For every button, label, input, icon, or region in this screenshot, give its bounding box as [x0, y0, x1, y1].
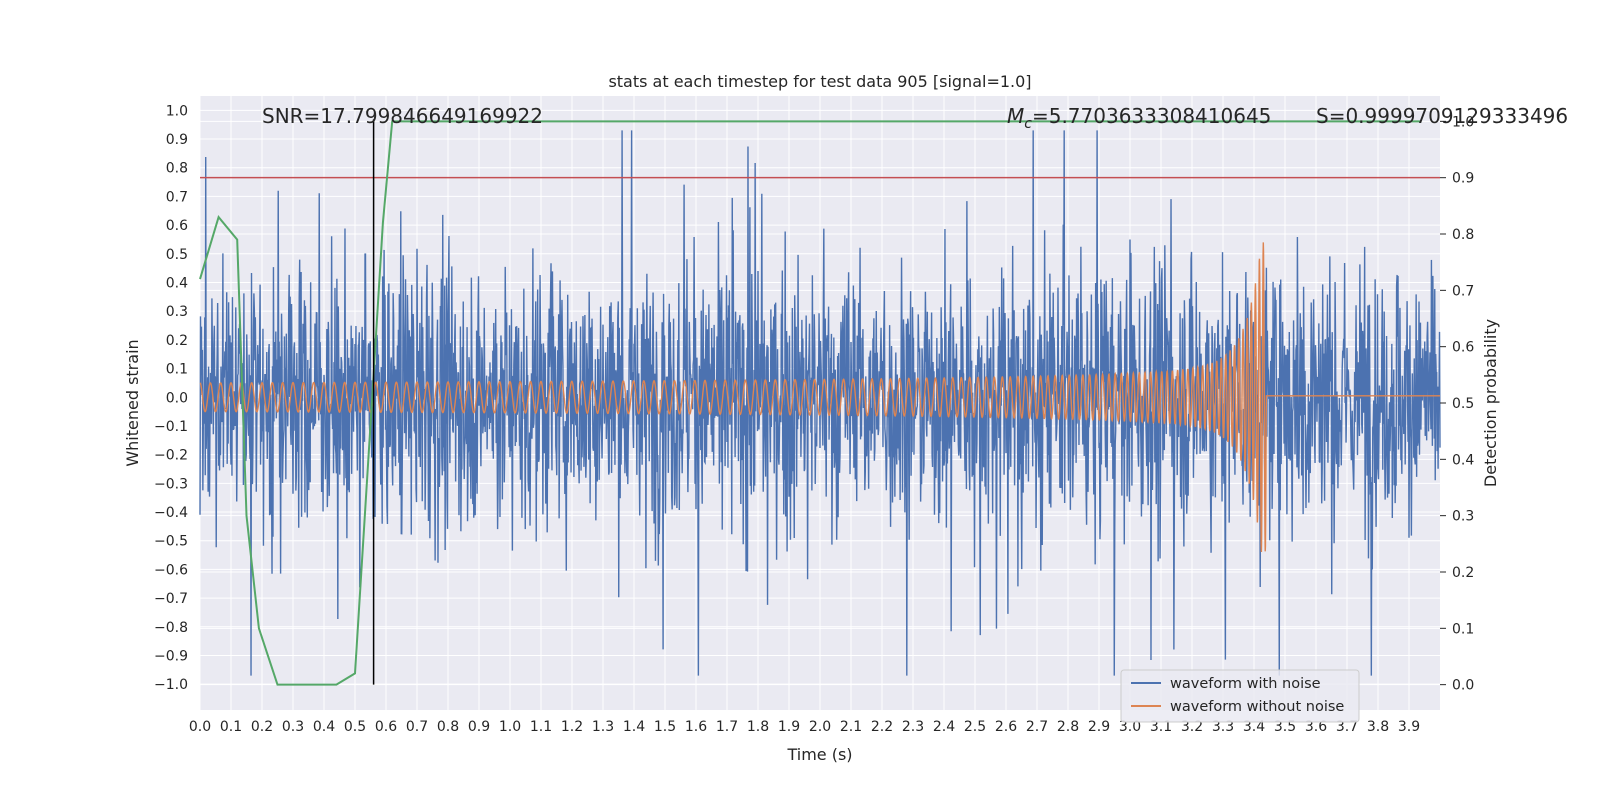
x-tick-label: 2.7 [1026, 719, 1048, 735]
y-tick-label: 0.2 [166, 333, 188, 349]
x-tick-label: 1.7 [716, 719, 738, 735]
y2-tick-label: 0.6 [1452, 340, 1474, 356]
y2-tick-label: 0.1 [1452, 621, 1474, 637]
y-tick-label: −0.4 [154, 505, 188, 521]
y2-tick-label: 0.7 [1452, 283, 1474, 299]
x-tick-label: 0.4 [313, 719, 335, 735]
x-tick-label: 0.7 [406, 719, 428, 735]
y-tick-label: −0.1 [154, 419, 188, 435]
y-tick-label: −0.7 [154, 591, 188, 607]
x-tick-label: 3.7 [1336, 719, 1358, 735]
x-tick-label: 3.2 [1181, 719, 1203, 735]
x-tick-label: 0.1 [220, 719, 242, 735]
y-tick-label: 1.0 [166, 103, 188, 119]
legend-label-noisy: waveform with noise [1170, 676, 1321, 692]
y2-tick-label: 0.9 [1452, 171, 1474, 187]
x-tick-label: 2.3 [902, 719, 924, 735]
y-tick-label: 0.6 [166, 218, 188, 234]
y-tick-label: 0.0 [166, 390, 188, 406]
y-tick-label: −1.0 [154, 677, 188, 693]
y-tick-label: 0.5 [166, 247, 188, 263]
mc-value: =5.7703633308410645 [1032, 104, 1271, 128]
x-tick-label: 1.8 [747, 719, 769, 735]
y2-tick-label: 0.2 [1452, 565, 1474, 581]
snr-annotation: SNR=17.799846649169922 [262, 104, 543, 128]
y-tick-label: 0.1 [166, 362, 188, 378]
x-tick-label: 2.5 [964, 719, 986, 735]
mc-subscript: c [1024, 116, 1032, 132]
x-tick-label: 3.6 [1305, 719, 1327, 735]
y-tick-label: −0.8 [154, 620, 188, 636]
x-tick-label: 2.9 [1088, 719, 1110, 735]
x-tick-label: 0.9 [468, 719, 490, 735]
legend-label-clean: waveform without noise [1170, 699, 1344, 715]
series-line-probability [199, 120, 1422, 686]
y-tick-label: −0.6 [154, 562, 188, 578]
y-axis-label: Whitened strain [123, 339, 142, 466]
x-tick-label: 2.6 [995, 719, 1017, 735]
x-tick-label: 1.3 [592, 719, 614, 735]
y2-tick-label: 0.5 [1452, 396, 1474, 412]
y2-tick-label: 0.0 [1452, 678, 1474, 694]
s-annotation: S=0.9999709129333496 [1316, 104, 1568, 128]
y-tick-label: −0.9 [154, 648, 188, 664]
series-layer [199, 119, 1441, 686]
x-tick-label: 3.0 [1119, 719, 1141, 735]
y2-axis-label: Detection probability [1481, 319, 1500, 487]
x-tick-label: 1.4 [623, 719, 645, 735]
chart-title: stats at each timestep for test data 905… [608, 72, 1031, 91]
x-tick-label: 3.5 [1274, 719, 1296, 735]
x-tick-label: 0.5 [344, 719, 366, 735]
legend: waveform with noise waveform without noi… [1120, 669, 1360, 723]
y2-tick-label: 1.0 [1452, 114, 1474, 130]
x-tick-label: 1.9 [778, 719, 800, 735]
x-tick-label: 2.1 [840, 719, 862, 735]
x-axis-label: Time (s) [786, 745, 852, 764]
y-tick-label: −0.2 [154, 448, 188, 464]
x-tick-label: 0.8 [437, 719, 459, 735]
x-tick-label: 3.4 [1243, 719, 1265, 735]
x-tick-label: 3.3 [1212, 719, 1234, 735]
x-tick-label: 2.2 [871, 719, 893, 735]
x-tick-label: 1.6 [685, 719, 707, 735]
chirp-mass-annotation: Mc=5.7703633308410645 [1007, 104, 1271, 132]
x-tick-label: 0.6 [375, 719, 397, 735]
y-tick-label: 0.8 [166, 161, 188, 177]
mc-symbol: M [1007, 104, 1024, 128]
series-line-clean [199, 242, 1440, 552]
x-tick-label: 0.0 [189, 719, 211, 735]
x-tick-label: 2.8 [1057, 719, 1079, 735]
legend-box [1120, 669, 1360, 723]
y-tick-label: −0.5 [154, 534, 188, 550]
y-tick-label: −0.3 [154, 476, 188, 492]
ticks-layer: 0.0 0.1 0.2 0.3 0.4 0.5 0.6 0.7 0.8 0.9 1.0 1.1 1.2 1… [154, 103, 1474, 735]
x-tick-label: 0.2 [251, 719, 273, 735]
x-tick-label: 1.5 [654, 719, 676, 735]
y2-tick-label: 0.8 [1452, 227, 1474, 243]
x-tick-label: 3.1 [1150, 719, 1172, 735]
x-tick-label: 2.4 [933, 719, 955, 735]
x-tick-label: 3.9 [1398, 719, 1420, 735]
y-tick-label: 0.7 [166, 189, 188, 205]
x-tick-label: 1.0 [499, 719, 521, 735]
y-tick-label: 0.9 [166, 132, 188, 148]
x-tick-label: 1.2 [561, 719, 583, 735]
y-tick-label: 0.4 [166, 275, 188, 291]
x-tick-label: 3.8 [1367, 719, 1389, 735]
y-tick-label: 0.3 [166, 304, 188, 320]
x-tick-label: 0.3 [282, 719, 304, 735]
y2-tick-label: 0.3 [1452, 509, 1474, 525]
x-tick-label: 1.1 [530, 719, 552, 735]
x-tick-label: 2.0 [809, 719, 831, 735]
y2-tick-label: 0.4 [1452, 452, 1474, 468]
